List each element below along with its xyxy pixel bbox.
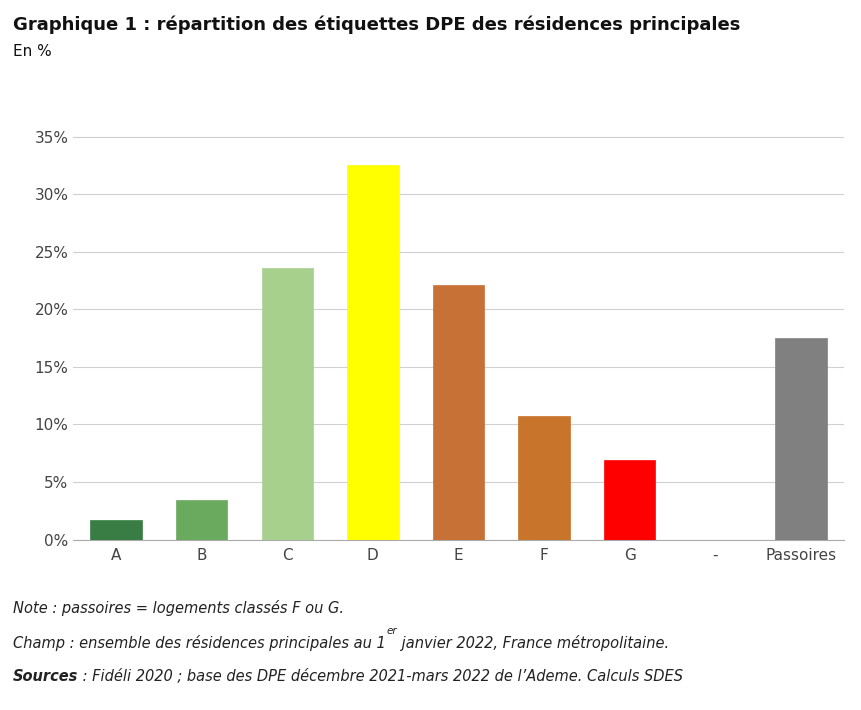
Bar	[176, 501, 227, 540]
Text: janvier 2022, France métropolitaine.: janvier 2022, France métropolitaine.	[397, 635, 669, 652]
Text: En %: En %	[13, 44, 52, 59]
Text: Champ : ensemble des résidences principales au 1: Champ : ensemble des résidences principa…	[13, 635, 386, 652]
Bar	[518, 416, 570, 540]
Text: : Fidéli 2020 ; base des DPE décembre 2021-mars 2022 de l’Ademe. Calculs SDES: : Fidéli 2020 ; base des DPE décembre 20…	[78, 669, 684, 684]
Bar	[433, 285, 484, 540]
Bar	[775, 338, 827, 540]
Bar	[262, 268, 313, 540]
Text: Note : passoires = logements classés F ou G.: Note : passoires = logements classés F o…	[13, 600, 344, 616]
Bar	[90, 520, 142, 540]
Text: er: er	[387, 626, 397, 636]
Text: Sources: Sources	[13, 669, 78, 684]
Bar	[347, 165, 399, 540]
Bar	[604, 460, 655, 540]
Text: Graphique 1 : répartition des étiquettes DPE des résidences principales: Graphique 1 : répartition des étiquettes…	[13, 16, 740, 34]
